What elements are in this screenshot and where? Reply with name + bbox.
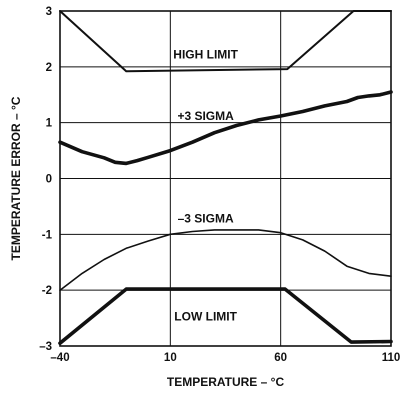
- grid: [60, 11, 391, 346]
- y-tick-label: –3: [39, 341, 52, 353]
- x-tick-label: 60: [274, 352, 287, 364]
- x-tick-label: 10: [164, 352, 177, 364]
- y-tick-label: 0: [46, 174, 52, 186]
- y-tick-label: -1: [42, 229, 53, 241]
- x-tick-labels: –40 10 60 110: [50, 352, 400, 364]
- series-label: +3 SIGMA: [177, 109, 234, 123]
- series-line-3-sigma: [58, 90, 393, 166]
- series-layer: [58, 10, 393, 345]
- series-label: HIGH LIMIT: [173, 48, 238, 62]
- series-line-3-sigma: [59, 229, 392, 291]
- series-label: –3 SIGMA: [178, 212, 234, 226]
- y-tick-label: 3: [46, 6, 52, 18]
- y-tick-labels: 3 2 1 0 -1 -2 –3: [39, 6, 52, 353]
- y-axis-title: TEMPERATURE ERROR – °C: [9, 96, 23, 260]
- y-tick-label: 1: [46, 118, 53, 130]
- x-tick-label: –40: [50, 352, 69, 364]
- y-tick-label: 2: [46, 62, 52, 74]
- x-axis-title: TEMPERATURE – °C: [167, 375, 285, 389]
- series-line-low-limit: [58, 287, 393, 345]
- plot-frame: [59, 10, 392, 347]
- x-tick-label: 110: [382, 352, 401, 364]
- series-line-high-limit: [59, 10, 392, 73]
- y-tick-label: -2: [42, 285, 52, 297]
- series-label: LOW LIMIT: [174, 309, 237, 323]
- annotations: HIGH LIMIT +3 SIGMA –3 SIGMA LOW LIMIT: [173, 48, 238, 324]
